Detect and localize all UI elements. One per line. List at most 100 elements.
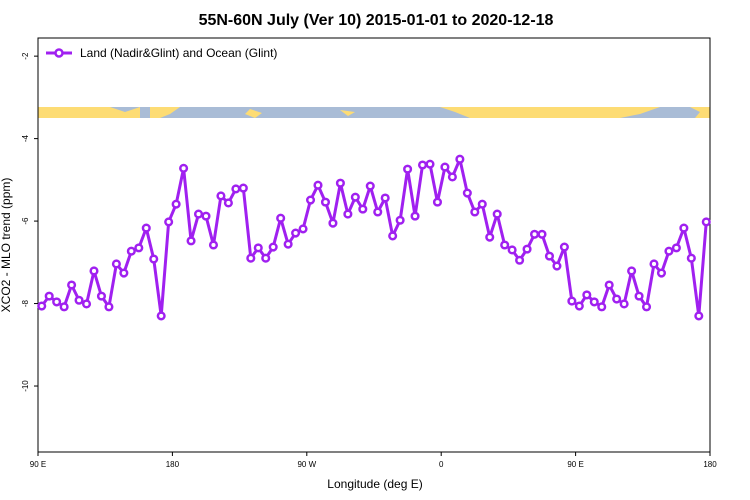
y-tick-label: -10	[21, 380, 30, 392]
data-point	[171, 199, 181, 209]
data-point	[373, 207, 383, 217]
data-point	[388, 231, 398, 241]
data-point	[201, 211, 211, 221]
data-point	[701, 217, 711, 227]
data-point	[686, 253, 696, 263]
data-point	[522, 244, 532, 254]
data-point	[582, 290, 592, 300]
data-point	[664, 246, 674, 256]
data-point	[328, 218, 338, 228]
data-point	[417, 160, 428, 170]
x-tick-label: 0	[439, 460, 444, 469]
data-point	[432, 197, 443, 207]
data-point	[291, 228, 301, 238]
data-point	[253, 243, 263, 253]
y-tick-label: -6	[21, 217, 30, 225]
data-point	[74, 295, 84, 305]
map-strip	[38, 107, 710, 118]
data-point	[537, 229, 547, 239]
data-point	[343, 209, 353, 219]
data-point	[694, 311, 704, 321]
series-line	[40, 157, 708, 318]
data-point	[186, 236, 196, 246]
data-point	[81, 299, 92, 309]
data-point	[597, 302, 607, 312]
data-point	[238, 183, 248, 193]
x-tick-label: 90 E	[30, 460, 46, 469]
y-axis-label: XCO2 - MLO trend (ppm)	[0, 178, 13, 313]
x-tick-label: 180	[166, 460, 180, 469]
data-point	[477, 199, 487, 209]
data-point	[44, 291, 54, 301]
data-point	[627, 266, 637, 276]
data-point	[261, 253, 271, 263]
data-point	[500, 240, 510, 250]
data-point	[485, 232, 495, 242]
data-point	[612, 294, 622, 304]
y-tick-label: -2	[21, 52, 30, 60]
data-point	[141, 223, 151, 233]
data-point	[358, 204, 368, 214]
legend-marker	[54, 48, 64, 58]
data-point	[589, 297, 599, 307]
data-point	[395, 215, 405, 225]
data-point	[559, 242, 569, 252]
data-point	[552, 261, 562, 271]
data-point	[179, 163, 189, 173]
data-point	[619, 299, 629, 309]
data-point	[470, 207, 480, 217]
y-tick-label: -8	[21, 299, 30, 307]
data-point	[403, 164, 413, 174]
data-point	[604, 280, 614, 290]
data-point	[492, 209, 502, 219]
data-point	[276, 213, 286, 223]
data-point	[126, 246, 136, 256]
data-point	[462, 188, 472, 198]
data-point	[104, 302, 114, 312]
data-point	[208, 240, 219, 250]
data-point	[515, 255, 525, 265]
data-point	[111, 259, 121, 269]
data-point	[350, 192, 360, 202]
data-point	[89, 266, 99, 276]
data-point	[425, 159, 435, 169]
data-point	[365, 181, 375, 191]
data-point	[156, 311, 166, 321]
data-point	[305, 195, 316, 205]
legend-label: Land (Nadir&Glint) and Ocean (Glint)	[80, 46, 277, 60]
data-point	[59, 302, 69, 312]
data-point	[529, 229, 540, 239]
data-point	[507, 245, 517, 255]
data-point	[67, 280, 77, 290]
data-point	[320, 197, 331, 207]
data-point	[679, 223, 689, 233]
data-point	[52, 297, 62, 307]
data-point	[216, 191, 226, 201]
data-point	[283, 239, 293, 249]
data-point	[149, 254, 159, 264]
data-point	[134, 243, 144, 253]
data-point	[313, 180, 323, 190]
plot-frame	[37, 37, 711, 453]
data-point	[649, 259, 659, 269]
data-point	[37, 301, 47, 311]
data-point	[335, 178, 345, 188]
x-tick-label: 90 W	[297, 460, 316, 469]
data-point	[231, 184, 241, 194]
data-point	[298, 224, 308, 234]
data-point	[671, 243, 681, 253]
data-point	[268, 242, 278, 252]
chart-title: 55N-60N July (Ver 10) 2015-01-01 to 2020…	[199, 12, 554, 29]
data-point	[410, 211, 420, 221]
x-tick-label: 90 E	[567, 460, 583, 469]
data-point	[656, 268, 667, 278]
data-point	[440, 162, 450, 172]
data-point	[380, 193, 390, 203]
y-tick-label: -4	[21, 135, 30, 143]
data-point	[574, 301, 584, 311]
data-point	[164, 217, 174, 227]
data-point	[634, 291, 644, 301]
data-point	[223, 198, 233, 208]
data-point	[641, 302, 652, 312]
